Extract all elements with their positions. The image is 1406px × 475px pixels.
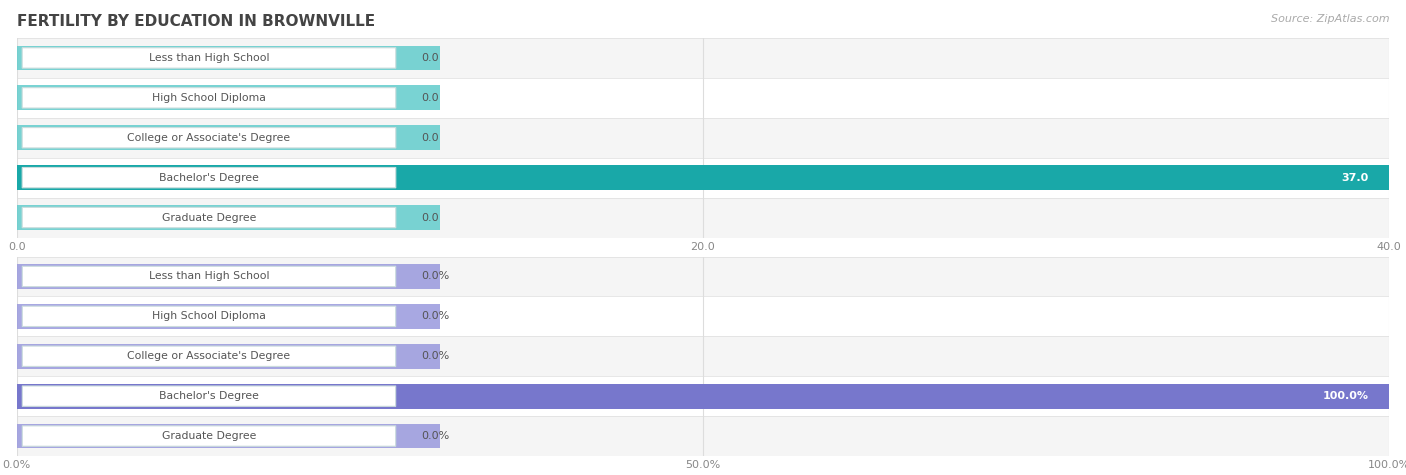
Text: Bachelor's Degree: Bachelor's Degree [159,391,259,401]
Bar [17,46,440,70]
Text: Less than High School: Less than High School [149,271,269,282]
Text: Graduate Degree: Graduate Degree [162,431,256,441]
Text: Bachelor's Degree: Bachelor's Degree [159,172,259,183]
Bar [17,384,1389,408]
FancyBboxPatch shape [22,48,395,68]
FancyBboxPatch shape [22,168,395,188]
Bar [17,376,1389,416]
FancyBboxPatch shape [22,88,395,108]
Text: 0.0%: 0.0% [422,311,450,322]
Text: 0.0%: 0.0% [422,271,450,282]
Text: Source: ZipAtlas.com: Source: ZipAtlas.com [1271,14,1389,24]
FancyBboxPatch shape [22,386,395,406]
Text: 0.0: 0.0 [422,93,439,103]
Text: 0.0: 0.0 [422,53,439,63]
Bar [17,165,1389,190]
FancyBboxPatch shape [22,426,395,446]
Bar [17,158,1389,198]
Bar [17,198,1389,238]
FancyBboxPatch shape [22,266,395,286]
Bar [17,344,440,369]
Bar [17,205,440,230]
Text: 100.0%: 100.0% [1323,391,1368,401]
Bar [17,38,1389,78]
FancyBboxPatch shape [22,208,395,228]
Text: Less than High School: Less than High School [149,53,269,63]
Bar [17,336,1389,376]
Text: 0.0%: 0.0% [422,351,450,361]
Text: FERTILITY BY EDUCATION IN BROWNVILLE: FERTILITY BY EDUCATION IN BROWNVILLE [17,14,375,29]
Text: College or Associate's Degree: College or Associate's Degree [128,351,291,361]
Bar [17,296,1389,336]
Text: 0.0%: 0.0% [422,431,450,441]
FancyBboxPatch shape [22,306,395,326]
Bar [17,86,440,110]
Bar [17,118,1389,158]
Text: High School Diploma: High School Diploma [152,93,266,103]
Bar [17,256,1389,296]
Text: 0.0: 0.0 [422,212,439,223]
Text: 0.0: 0.0 [422,133,439,143]
FancyBboxPatch shape [22,128,395,148]
Bar [17,78,1389,118]
Bar [17,264,440,289]
FancyBboxPatch shape [22,346,395,366]
Text: College or Associate's Degree: College or Associate's Degree [128,133,291,143]
Text: High School Diploma: High School Diploma [152,311,266,322]
Bar [17,416,1389,456]
Text: Graduate Degree: Graduate Degree [162,212,256,223]
Bar [17,304,440,329]
Bar [17,125,440,150]
Text: 37.0: 37.0 [1341,172,1368,183]
Bar [17,424,440,448]
